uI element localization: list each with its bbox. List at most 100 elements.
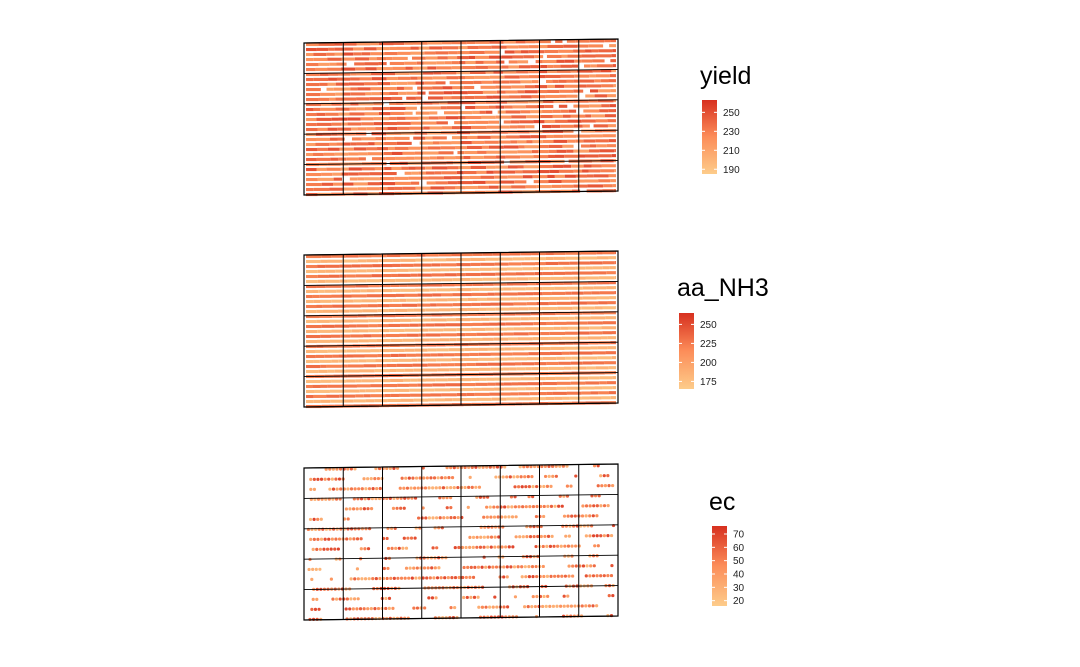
yield-strip-segment [528,50,545,54]
yield-strip-segment [614,149,616,153]
aa-nh3-strip-segment [487,362,503,366]
yield-strip-segment [436,66,452,70]
ec-point [449,466,453,470]
ec-point [374,576,378,581]
aa-nh3-strip-segment [346,354,354,358]
aa-nh3-strip-segment [320,364,327,368]
aa-nh3-strip-segment [535,262,546,266]
ec-point [599,534,603,538]
legend-tick-label: 40 [733,570,745,581]
aa-nh3-strip-segment [370,384,384,388]
ec-point [571,574,575,578]
aa-nh3-strip-segment [514,357,527,361]
aa-nh3-strip-segment [526,302,537,306]
yield-strip-segment [407,81,416,85]
yield-strip-segment [500,170,516,174]
legend-tick-label: 250 [723,108,740,119]
yield-strip-segment [316,122,332,126]
yield-strip-segment [480,175,495,179]
yield-strip-segment [348,82,365,86]
yield-strip-segment [583,139,596,143]
yield-strip-segment [389,46,397,51]
yield-strip-segment [360,117,374,121]
ec-point [351,607,355,611]
ec-point [564,534,568,538]
yield-strip-segment [606,94,616,98]
aa-nh3-strip-segment [525,327,539,331]
aa-nh3-strip-segment [478,347,488,351]
yield-strip-segment [485,180,500,184]
ec-point [486,545,490,549]
aa-nh3-strip-segment [598,276,615,280]
yield-strip-segment [501,65,509,69]
aa-nh3-strip-segment [371,274,384,278]
ec-point [471,535,476,539]
aa-nh3-strip-segment [608,391,616,395]
aa-nh3-strip-segment [397,273,411,277]
aa-nh3-strip-segment [512,257,525,261]
ec-point [474,485,478,489]
ec-point [417,516,421,520]
yield-strip-segment [604,114,616,118]
aa-nh3-strip-segment [315,349,328,353]
ec-point [337,537,342,541]
ec-point [466,565,470,570]
ec-point [400,476,404,480]
aa-nh3-strip-segment [545,396,555,401]
aa-nh3-strip-segment [394,308,408,312]
ec-point [412,606,416,610]
aa-nh3-strip-segment [425,333,441,337]
aa-nh3-strip-segment [609,266,616,270]
ec-point [581,504,585,508]
ec-point [477,465,482,469]
ec-point [334,597,339,601]
yield-strip-segment [396,86,404,90]
yield-strip-segment [423,126,430,130]
ec-point [316,537,320,541]
ec-point [535,594,539,599]
aa-nh3-strip-segment [529,392,538,396]
aa-nh3-strip-segment [542,311,556,316]
yield-strip-segment [554,84,565,88]
aa-nh3-strip-segment [481,387,495,391]
ec-point [307,567,311,572]
yield-strip-segment [306,167,317,172]
aa-nh3-strip-segment [349,309,363,313]
yield-strip-segment [404,111,413,115]
yield-strip-segment [522,170,538,174]
aa-nh3-strip-segment [556,381,571,385]
yield-strip-segment [375,127,388,131]
yield-strip-segment [563,164,572,168]
ec-point [384,606,388,611]
yield-strip-segment [612,64,616,68]
aa-nh3-strip-segment [492,252,501,256]
ec-point [611,483,615,488]
yield-strip-segment [335,107,350,111]
ec-point [462,595,466,600]
ec-point [480,605,485,609]
yield-strip-segment [458,46,468,50]
aa-nh3-strip-segment [528,352,539,356]
ec-point [344,607,348,611]
yield-strip-segment [417,86,433,90]
yield-strip-segment [460,81,474,85]
yield-strip-segment [609,104,616,108]
yield-strip-segment [379,92,390,96]
yield-strip-segment [313,57,328,61]
aa-nh3-strip-segment [413,308,426,312]
yield-strip-segment [534,85,548,89]
ec-point [456,485,460,490]
aa-nh3-strip-segment [542,356,557,361]
aa-nh3-strip-segment [312,289,319,293]
yield-strip-segment [552,164,564,168]
yield-strip-segment [543,99,554,104]
yield-strip-segment [564,59,575,63]
yield-strip-segment [315,67,328,71]
yield-strip-segment [526,140,533,144]
yield-strip-segment [429,46,443,50]
aa-nh3-strip-segment [314,389,330,393]
aa-nh3-strip-segment [561,336,577,340]
aa-nh3-strip-segment [589,326,602,330]
ec-point [403,576,407,580]
yield-strip-segment [532,140,543,144]
